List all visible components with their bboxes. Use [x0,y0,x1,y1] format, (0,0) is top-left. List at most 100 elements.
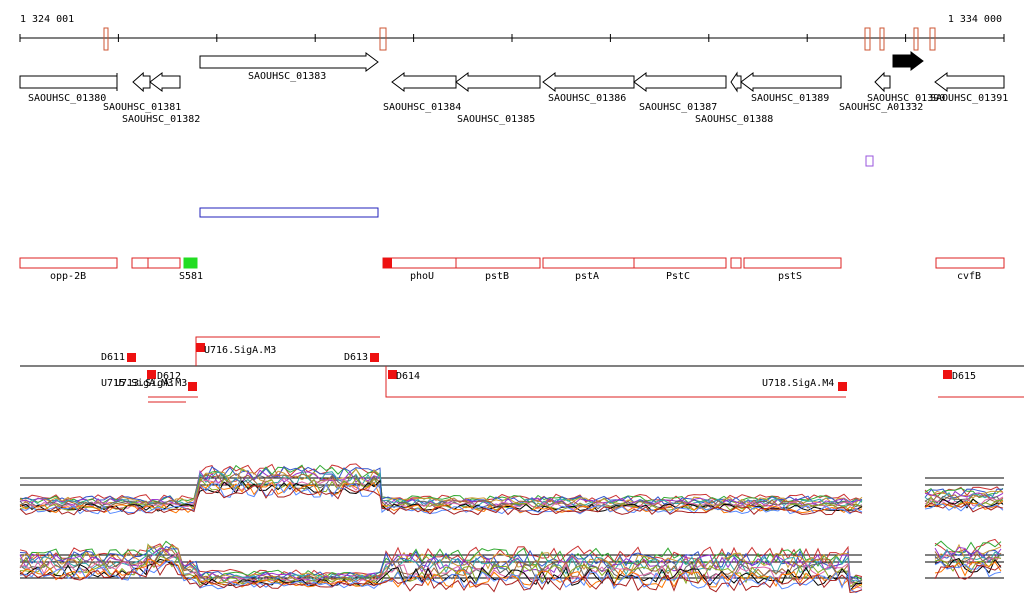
trace [19,482,863,515]
ruler-mark [929,27,936,51]
trace [924,487,1004,499]
trace [19,485,863,516]
trace [924,490,1004,502]
gene-label: SAOUHSC_01381 [103,102,181,113]
feature-box [19,257,118,269]
gene-label: SAOUHSC_01390 [867,93,945,104]
gene-label: SAOUHSC_01383 [248,71,326,82]
site-marker [147,370,156,379]
site-label: U713.SigA.M3 [115,378,187,389]
trace [934,553,1002,569]
trace [19,547,863,585]
small-box [865,155,874,167]
ruler-mark [379,27,387,51]
ruler-mark [879,27,885,51]
feature-label: PstC [666,271,690,282]
gene-arrow [874,71,891,93]
feature-box [183,257,198,269]
ruler-mark [103,27,109,51]
trace [19,543,863,583]
gene-label: SAOUHSC_01389 [751,93,829,104]
trace [934,540,1002,553]
feature-label: phoU [410,271,434,282]
trace [924,502,1004,512]
gene-label: SAOUHSC_01380 [28,93,106,104]
gene-label: SAOUHSC_01391 [930,93,1008,104]
gene-arrow [391,72,457,92]
trace [19,544,863,584]
gene-arrow [199,52,379,72]
feature-start [383,258,392,268]
ruler-mark [864,27,871,51]
ruler-mark [913,27,919,51]
feature-box [455,257,541,269]
gene-label: SAOUHSC_A01332 [839,102,923,113]
site-label: D611 [101,352,125,363]
extra-features [131,257,742,269]
feature-label: pstA [575,271,599,282]
trace [934,548,1002,565]
site-marker [196,343,205,352]
site-marker [370,353,379,362]
site-label: U718.SigA.M4 [762,378,834,389]
feature-label: opp-2B [50,271,86,282]
trace [19,558,863,592]
trace [924,498,1004,509]
trace [934,561,1002,577]
trace [924,486,1004,497]
site-marker [943,370,952,379]
gene-label: SAOUHSC_01387 [639,102,717,113]
feature-box [935,257,1005,269]
gene-arrow [740,72,842,92]
site-label: U715.SigA.M3 [101,378,173,389]
trace [19,463,863,503]
site-marker [188,382,197,391]
feature-box [633,257,727,269]
trace [924,502,1004,513]
site-label: U716.SigA.M3 [204,345,276,356]
site-marker [388,370,397,379]
gene-arrow [892,51,924,71]
feature-label: S581 [179,271,203,282]
gene-arrow [542,72,635,92]
gene-arrow [19,75,118,89]
feature-label: cvfB [957,271,981,282]
feature-label: pstS [778,271,802,282]
site-marker [127,353,136,362]
gene-arrow [149,72,181,92]
feature-label: pstB [485,271,509,282]
gene-label: SAOUHSC_01386 [548,93,626,104]
trace [19,470,863,508]
gene-label: SAOUHSC_01388 [695,114,773,125]
region-box [199,207,379,218]
site-label: D615 [952,371,976,382]
gene-arrow [455,72,541,92]
gene-arrow [730,71,742,93]
gene-label: SAOUHSC_01385 [457,114,535,125]
trace [19,561,863,594]
ruler-end: 1 334 000 [948,14,1002,25]
ruler-start: 1 324 001 [20,14,74,25]
gene-arrow [132,71,151,93]
trace [19,540,863,581]
gene-arrow [934,72,1005,92]
site-label: D614 [396,371,420,382]
trace [934,553,1002,569]
feature-box [382,257,457,269]
site-label: D613 [344,352,368,363]
trace [19,558,863,592]
trace [924,495,1004,506]
trace [19,549,863,585]
tss-spans [148,336,1024,403]
feature-box [542,257,635,269]
trace [934,564,1002,580]
trace [934,557,1002,574]
gene-label: SAOUHSC_01384 [383,102,461,113]
trace [924,496,1004,507]
site-marker [838,382,847,391]
gene-arrow [633,72,727,92]
gene-label: SAOUHSC_01382 [122,114,200,125]
trace [19,555,863,588]
